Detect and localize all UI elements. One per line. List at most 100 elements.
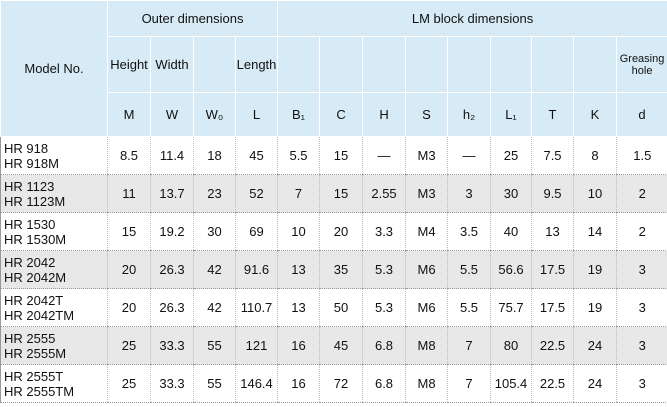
header-cell [362,36,407,93]
value-cell: 5.5 [447,250,491,289]
model-name: HR 1123M [4,193,66,209]
value-cell: M6 [405,250,448,289]
value-cell: 25 [107,364,151,403]
value-cell: 7 [447,364,491,403]
value-cell: 22.5 [531,364,574,403]
value-cell: 110.7 [234,288,278,327]
value-cell: 69 [234,212,278,251]
model-name: HR 2555T [4,368,64,384]
value-cell: 24 [573,326,617,365]
value-cell: 30 [193,212,236,251]
header-cell [573,36,618,93]
model-cell: HR 2555 HR 2555M [0,326,108,365]
value-cell: 15 [319,174,363,213]
value-cell: 26.3 [150,250,194,289]
model-name: HR 918M [4,155,59,171]
model-header: Model No. [0,0,108,137]
value-cell: 7 [447,326,491,365]
column-symbol: d [616,92,667,137]
group-header: Outer dimensions [106,0,279,37]
value-cell: 9.5 [531,174,574,213]
value-cell: 121 [234,326,278,365]
value-cell: 10 [277,212,320,251]
value-cell: 50 [319,288,363,327]
table-row: HR 1530 HR 1530M 15 19.2 30 69 10 20 3.3 M4 3.5 40 1… [0,212,667,251]
column-symbol: B₁ [277,92,321,137]
table-row: HR 918 HR 918M 8.5 11.4 18 45 5.5 15— M3—25 7.5 8 1… [0,136,667,175]
value-cell: 7 [277,174,320,213]
value-cell: 25 [107,326,151,365]
value-cell: 20 [319,212,363,251]
column-label: Width [150,36,194,93]
value-cell: 6.8 [362,364,406,403]
value-cell: 105.4 [490,364,532,403]
value-cell: 3 [616,364,667,403]
value-cell: 13 [531,212,574,251]
column-symbol: S [405,92,449,137]
table-row: HR 2042T HR 2042TM 20 26.3 42 110.7 13 50 5.3 M6 5… [0,288,667,327]
value-cell: 6.8 [362,326,406,365]
value-cell: 3.3 [362,212,406,251]
header-cell [405,36,449,93]
model-name: HR 1530M [4,231,67,247]
value-cell: — [447,136,491,175]
value-cell: 25 [490,136,532,175]
value-cell: 8.5 [107,136,151,175]
value-cell: 2 [616,174,667,213]
table-row: HR 2555T HR 2555TM 25 33.3 55 146.4 16 72 6.8 M8 7… [0,364,667,403]
value-cell: 18 [193,136,236,175]
column-symbol: W [150,92,194,137]
model-name: HR 2042M [4,269,67,285]
value-cell: 22.5 [531,326,574,365]
value-cell: 15 [319,136,363,175]
column-symbol: K [573,92,618,137]
value-cell: 146.4 [234,364,278,403]
model-name: HR 1123 [4,178,55,194]
value-cell: 13 [277,288,320,327]
value-cell: M4 [405,212,448,251]
value-cell: 13 [277,250,320,289]
value-cell: 3.5 [447,212,491,251]
column-symbol: h₂ [447,92,492,137]
value-cell: 72 [319,364,363,403]
value-cell: 55 [193,364,236,403]
model-name: HR 2042T [4,292,64,308]
value-cell: 3 [616,326,667,365]
value-cell: 5.3 [362,250,406,289]
value-cell: 33.3 [150,364,194,403]
value-cell: 20 [107,288,151,327]
model-cell: HR 2042 HR 2042M [0,250,108,289]
column-label: Length [234,36,279,93]
value-cell: 20 [107,250,151,289]
value-cell: M8 [405,326,448,365]
value-cell: 42 [193,250,236,289]
value-cell: 17.5 [531,250,574,289]
value-cell: 11 [107,174,151,213]
value-cell: 3 [447,174,491,213]
model-name: HR 2555M [4,345,67,361]
group-header: LM block dimensions [277,0,667,37]
value-cell: 13.7 [150,174,194,213]
column-symbol: L [234,92,279,137]
value-cell: 23 [193,174,236,213]
value-cell: 30 [490,174,532,213]
model-name: HR 2042TM [4,307,75,323]
value-cell: 15 [107,212,151,251]
value-cell: 8 [573,136,617,175]
header-cell [277,36,321,93]
value-cell: 55 [193,326,236,365]
table-row: HR 2555 HR 2555M 25 33.3 55 121 16 45 6.8 M8 7 80 22… [0,326,667,365]
column-symbol: H [362,92,407,137]
header-cell [531,36,575,93]
model-name: HR 2042 [4,254,56,270]
value-cell: 3 [616,250,667,289]
value-cell: 19 [573,288,617,327]
column-symbol: C [319,92,364,137]
value-cell: 10 [573,174,617,213]
model-cell: HR 1530 HR 1530M [0,212,108,251]
value-cell: 7.5 [531,136,574,175]
header-cell [319,36,364,93]
column-label: Greasing hole [616,36,667,93]
value-cell: 56.6 [490,250,532,289]
